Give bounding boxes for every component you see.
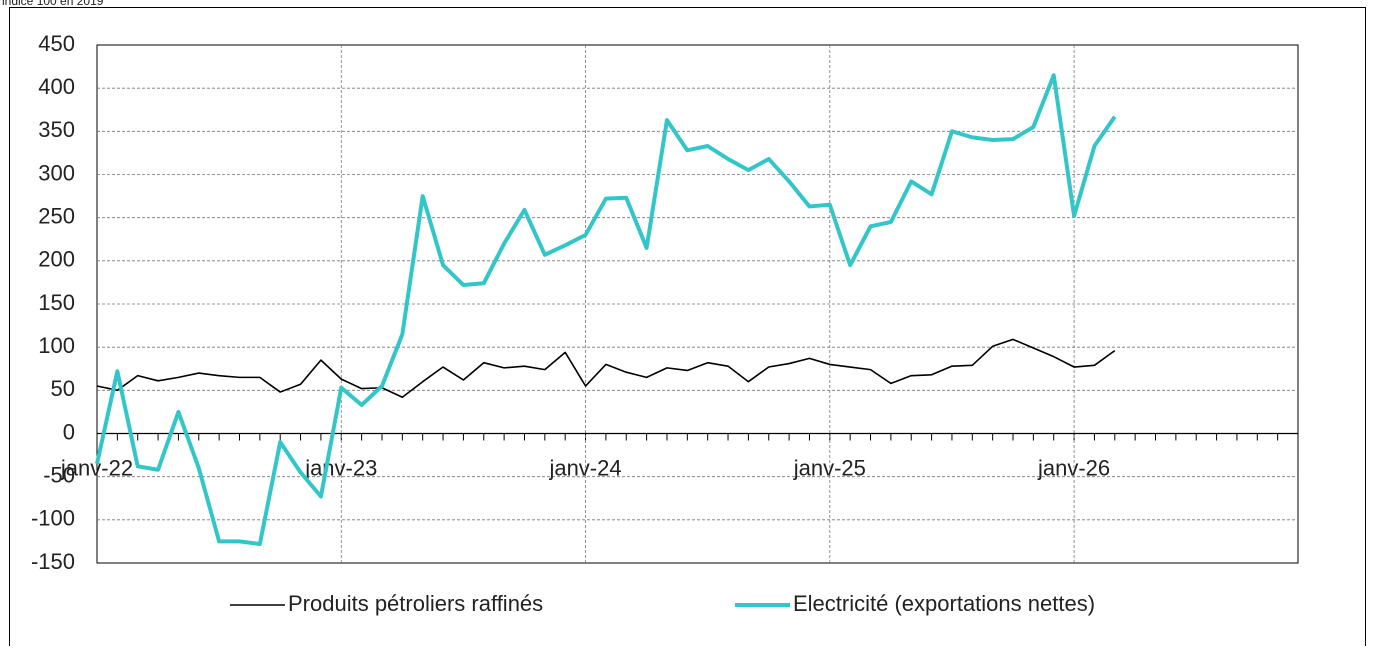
legend-label: Produits pétroliers raffinés <box>288 591 543 616</box>
y-tick-label: 450 <box>38 31 75 56</box>
y-tick-label: 400 <box>38 74 75 99</box>
chart-frame <box>9 7 1366 651</box>
x-tick-label: janv-24 <box>548 455 621 480</box>
chart-subtitle: indice 100 en 2019 <box>2 0 104 8</box>
y-tick-label: 350 <box>38 117 75 142</box>
y-tick-label: -150 <box>31 549 75 574</box>
y-tick-label: 0 <box>63 419 75 444</box>
y-tick-label: 250 <box>38 203 75 228</box>
y-tick-label: 150 <box>38 290 75 315</box>
series-line <box>95 73 1117 547</box>
series-line <box>96 338 1116 399</box>
y-tick-label: 50 <box>51 376 75 401</box>
legend-label: Electricité (exportations nettes) <box>793 591 1095 616</box>
y-tick-label: -50 <box>43 462 75 487</box>
x-tick-label: janv-25 <box>793 455 866 480</box>
y-tick-label: 100 <box>38 333 75 358</box>
y-tick-label: 300 <box>38 160 75 185</box>
x-tick-label: janv-26 <box>1037 455 1110 480</box>
y-tick-label: -100 <box>31 506 75 531</box>
x-tick-label: janv-23 <box>304 455 377 480</box>
y-tick-label: 200 <box>38 247 75 272</box>
